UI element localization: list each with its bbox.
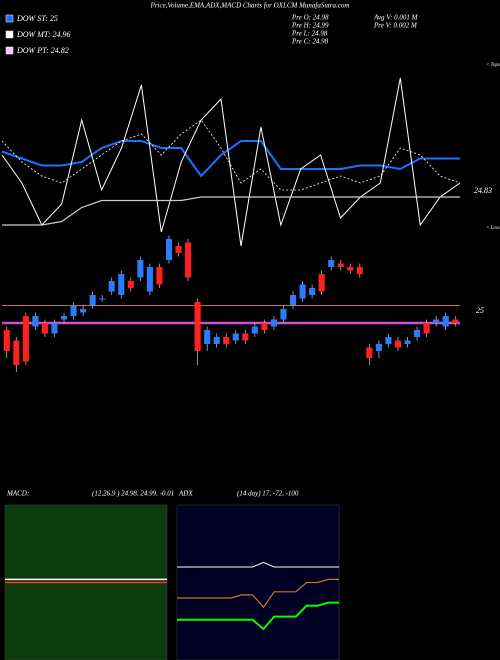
candle-body — [51, 323, 58, 334]
series-line — [177, 578, 339, 609]
series-line — [1, 119, 461, 191]
candle-body — [328, 260, 335, 267]
legend-swatch — [5, 30, 14, 39]
series-line — [177, 601, 339, 631]
panel-subtitle: (14 day) 17, -72, -100 — [237, 490, 299, 498]
legend-label: DOW PT: 24.82 — [16, 46, 69, 55]
candle-body — [3, 330, 10, 351]
candle-body — [318, 274, 325, 292]
series-line — [177, 561, 339, 568]
annotation: < Tops — [486, 63, 500, 68]
info-text: Pre H: 24.99 — [291, 22, 329, 30]
candle-body — [223, 337, 230, 344]
candle-body — [337, 263, 344, 267]
annotation: 24.83 — [474, 186, 492, 195]
info-text: Pre L: 24.98 — [291, 30, 328, 38]
chart-title: Price,Volume,EMA,ADX,MACD Charts for OXL… — [150, 2, 350, 10]
candle-body — [213, 337, 220, 344]
candle-body — [366, 347, 373, 358]
candle-body — [452, 319, 459, 323]
candle-body — [146, 267, 153, 292]
legend-swatch — [5, 14, 14, 23]
candle-body — [204, 330, 211, 344]
candle-body — [13, 340, 20, 365]
candle-body — [442, 316, 449, 327]
candle-body — [156, 267, 163, 285]
candle-body — [404, 340, 411, 344]
candle-body — [375, 344, 382, 351]
candle-body — [165, 239, 173, 260]
candle-body — [108, 281, 115, 292]
candle-body — [289, 295, 297, 306]
candle-body — [80, 309, 87, 313]
series-line — [2, 196, 460, 226]
annotation: < Lows — [486, 226, 500, 231]
candle-body — [22, 316, 29, 362]
candle-body — [194, 302, 201, 351]
candle-body — [261, 323, 268, 330]
candle-body — [89, 295, 96, 306]
annotation: 25 — [476, 306, 484, 315]
candle-body — [32, 316, 39, 327]
candle-body — [433, 319, 440, 323]
info-text: Pre O: 24.98 — [291, 14, 329, 22]
info-text: Avg V: 0.001 M — [373, 14, 419, 22]
info-text: Pre C: 24.98 — [291, 38, 329, 46]
candle-body — [280, 309, 287, 320]
candle-body — [127, 281, 134, 288]
candle-body — [385, 337, 392, 344]
series-line — [1, 77, 461, 247]
candle-body — [185, 242, 192, 278]
candle-body — [137, 260, 144, 278]
legend-swatch — [5, 46, 14, 55]
candle-body — [41, 323, 48, 334]
candle-body — [423, 323, 430, 334]
candle-body — [309, 288, 316, 295]
candle-body — [394, 340, 402, 348]
candle-body — [70, 305, 77, 316]
candle-body — [175, 246, 182, 253]
candle-body — [270, 319, 277, 327]
legend-label: DOW ST: 25 — [16, 14, 58, 23]
candle-body — [414, 330, 421, 337]
candle-body — [60, 316, 68, 320]
panel-subtitle: (12,26,9 ) 24.98, 24.99, -0.01 — [92, 490, 174, 498]
candle-body — [356, 267, 363, 274]
candle-body — [118, 274, 125, 295]
candle-body — [347, 267, 354, 271]
candle-body — [299, 284, 306, 299]
info-text: Pre V: 0.002 M — [373, 22, 418, 30]
panel-title: MACD: — [6, 490, 29, 498]
candle-body — [242, 333, 249, 341]
legend-label: DOW MT: 24.96 — [16, 30, 71, 39]
candle-body — [99, 298, 106, 300]
candle-body — [251, 326, 258, 334]
panel-title: ADX — [178, 490, 193, 498]
candle-body — [232, 333, 239, 341]
